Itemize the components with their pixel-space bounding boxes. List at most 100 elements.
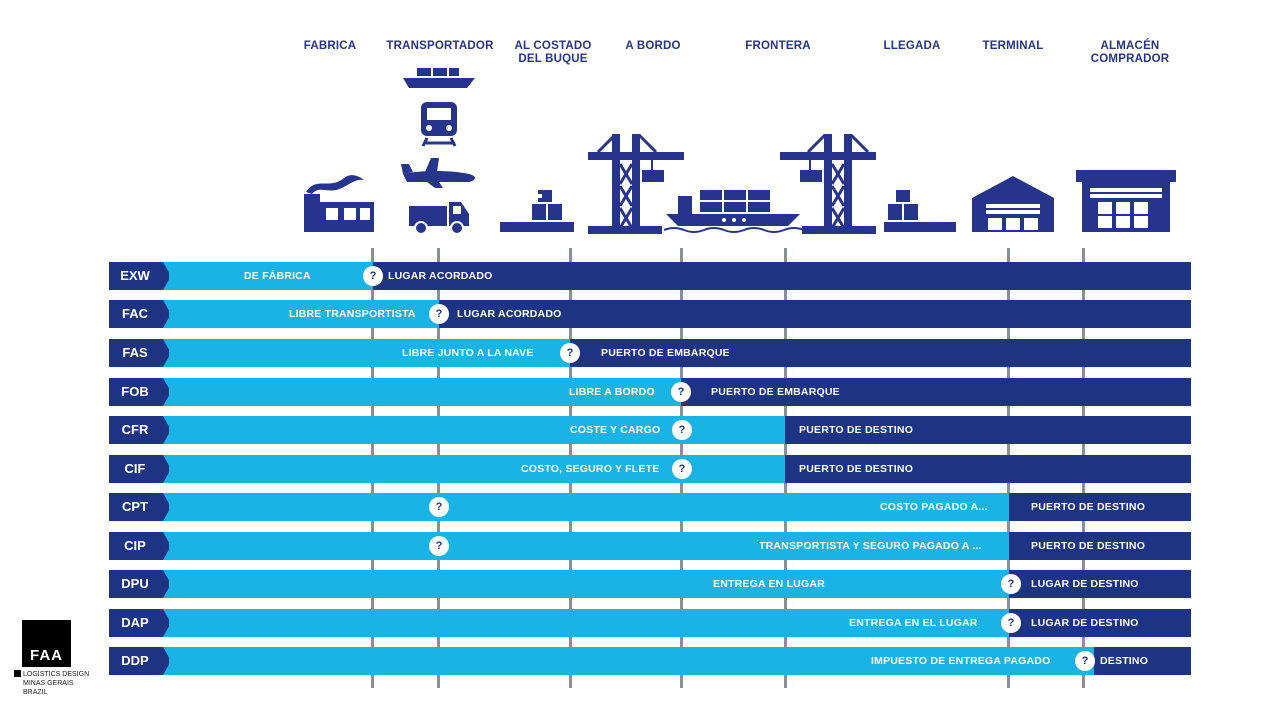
buyer-text: PUERTO DE DESTINO bbox=[799, 463, 914, 475]
incoterm-code-box bbox=[109, 262, 169, 290]
container-ship-icon bbox=[664, 190, 804, 233]
incoterm-code: FAC bbox=[122, 306, 148, 321]
faa-logo: FAA bbox=[22, 620, 71, 667]
seller-text: DE FÁBRICA bbox=[244, 270, 311, 282]
logo-bullet bbox=[14, 670, 21, 677]
incoterm-row-fas: FAS LIBRE JUNTO A LA NAVE ? PUERTO DE EM… bbox=[109, 339, 1191, 367]
chevron-right-icon bbox=[163, 378, 179, 406]
incoterm-code-box bbox=[109, 609, 169, 637]
seller-text: LIBRE TRANSPORTISTA bbox=[289, 308, 416, 320]
question-mark-icon[interactable]: ? bbox=[429, 497, 449, 517]
incoterm-code: FOB bbox=[121, 384, 149, 399]
pallet-boxes-icon-2 bbox=[884, 190, 956, 232]
logo-mark: FAA bbox=[30, 647, 63, 664]
chevron-right-icon bbox=[163, 493, 179, 521]
cargo-ship-icon bbox=[403, 68, 475, 88]
incoterm-code-box bbox=[109, 493, 169, 521]
seller-responsibility-bar bbox=[169, 339, 570, 367]
question-mark-icon[interactable]: ? bbox=[560, 343, 580, 363]
question-mark-icon[interactable]: ? bbox=[363, 266, 383, 286]
incoterm-row-cif: CIF COSTO, SEGURO Y FLETE ? PUERTO DE DE… bbox=[109, 455, 1191, 483]
buyer-responsibility-bar bbox=[785, 416, 1191, 444]
seller-responsibility-bar bbox=[169, 570, 1009, 598]
incoterm-row-fac: FAC LIBRE TRANSPORTISTA ? LUGAR ACORDADO bbox=[109, 300, 1191, 328]
question-mark-icon[interactable]: ? bbox=[1075, 651, 1095, 671]
buyer-responsibility-bar bbox=[681, 378, 1191, 406]
buyer-text: PUERTO DE DESTINO bbox=[1031, 501, 1146, 513]
seller-responsibility-bar bbox=[169, 262, 373, 290]
stage-label-fabrica: FABRICA bbox=[303, 40, 357, 52]
seller-text: COSTE Y CARGO bbox=[570, 424, 661, 436]
stage-label-a-bordo: A BORDO bbox=[625, 40, 681, 52]
incoterm-code: DDP bbox=[121, 653, 149, 668]
stage-label-transportador: TRANSPORTADOR bbox=[386, 40, 494, 52]
incoterm-code: CPT bbox=[122, 499, 148, 514]
train-icon bbox=[421, 102, 457, 147]
truck-icon bbox=[409, 202, 469, 235]
seller-responsibility-bar bbox=[169, 609, 1009, 637]
buyer-text: PUERTO DE DESTINO bbox=[799, 424, 914, 436]
buyer-responsibility-bar bbox=[785, 455, 1191, 483]
chevron-right-icon bbox=[163, 262, 179, 290]
incoterm-code: CIF bbox=[124, 461, 146, 476]
incoterm-code: CFR bbox=[121, 422, 149, 437]
chevron-right-icon bbox=[163, 609, 179, 637]
buyer-text: LUGAR DE DESTINO bbox=[1031, 578, 1139, 590]
port-crane-icon-2 bbox=[780, 134, 876, 234]
incoterm-code-box bbox=[109, 339, 169, 367]
chevron-right-icon bbox=[163, 416, 179, 444]
buyer-text: DESTINO bbox=[1100, 655, 1149, 667]
logo-line-3: BRAZIL bbox=[23, 689, 48, 696]
buyer-text: LUGAR ACORDADO bbox=[457, 308, 562, 320]
incoterm-code-box bbox=[109, 300, 169, 328]
incoterm-code-box bbox=[109, 570, 169, 598]
buyer-text: LUGAR DE DESTINO bbox=[1031, 617, 1139, 629]
chevron-right-icon bbox=[163, 339, 179, 367]
buyer-responsibility-bar bbox=[373, 262, 1191, 290]
seller-text: COSTO PAGADO A... bbox=[880, 501, 988, 513]
buyer-responsibility-bar bbox=[1009, 532, 1191, 560]
stage-label-al-costado: AL COSTADO DEL BUQUE bbox=[514, 40, 592, 65]
stage-label-almacen: ALMACÉN COMPRADOR bbox=[1090, 40, 1170, 65]
buyer-text: PUERTO DE DESTINO bbox=[1031, 540, 1146, 552]
chevron-right-icon bbox=[163, 455, 179, 483]
buyer-text: PUERTO DE EMBARQUE bbox=[711, 386, 840, 398]
seller-responsibility-bar bbox=[169, 493, 1009, 521]
incoterm-code: EXW bbox=[120, 268, 150, 283]
buyer-responsibility-bar bbox=[1009, 609, 1191, 637]
airplane-icon bbox=[401, 158, 475, 188]
seller-responsibility-bar bbox=[169, 455, 785, 483]
buyer-text: PUERTO DE EMBARQUE bbox=[601, 347, 730, 359]
stage-label-terminal: TERMINAL bbox=[982, 40, 1044, 52]
incoterm-row-dpu: DPU ENTREGA EN LUGAR ? LUGAR DE DESTINO bbox=[109, 570, 1191, 598]
question-mark-icon[interactable]: ? bbox=[671, 382, 691, 402]
incoterm-row-ddp: DDP IMPUESTO DE ENTREGA PAGADO ? DESTINO bbox=[109, 647, 1191, 675]
pallet-boxes-icon bbox=[500, 190, 574, 232]
question-mark-icon[interactable]: ? bbox=[672, 459, 692, 479]
seller-text: ENTREGA EN LUGAR bbox=[713, 578, 825, 590]
seller-text: ENTREGA EN EL LUGAR bbox=[849, 617, 978, 629]
incoterm-code: FAS bbox=[122, 345, 148, 360]
chevron-right-icon bbox=[163, 570, 179, 598]
question-mark-icon[interactable]: ? bbox=[1001, 613, 1021, 633]
incoterm-code: DPU bbox=[121, 576, 149, 591]
seller-text: TRANSPORTISTA Y SEGURO PAGADO A ... bbox=[759, 540, 982, 552]
question-mark-icon[interactable]: ? bbox=[429, 536, 449, 556]
incoterm-code: CIP bbox=[124, 538, 146, 553]
seller-responsibility-bar bbox=[169, 378, 681, 406]
seller-text: LIBRE JUNTO A LA NAVE bbox=[402, 347, 534, 359]
logo-line-1: LOGISTICS DESIGN bbox=[23, 671, 90, 678]
question-mark-icon[interactable]: ? bbox=[672, 420, 692, 440]
terminal-warehouse-icon bbox=[972, 176, 1054, 232]
seller-responsibility-bar bbox=[169, 532, 1009, 560]
port-crane-icon bbox=[588, 134, 684, 234]
buyer-text: LUGAR ACORDADO bbox=[388, 270, 493, 282]
question-mark-icon[interactable]: ? bbox=[1001, 574, 1021, 594]
factory-icon bbox=[304, 175, 374, 232]
buyer-responsibility-bar bbox=[570, 339, 1191, 367]
question-mark-icon[interactable]: ? bbox=[429, 304, 449, 324]
seller-responsibility-bar bbox=[169, 416, 785, 444]
buyer-responsibility-bar bbox=[1009, 493, 1191, 521]
incoterm-row-cip: CIP ? TRANSPORTISTA Y SEGURO PAGADO A ..… bbox=[109, 532, 1191, 560]
seller-responsibility-bar bbox=[169, 300, 439, 328]
